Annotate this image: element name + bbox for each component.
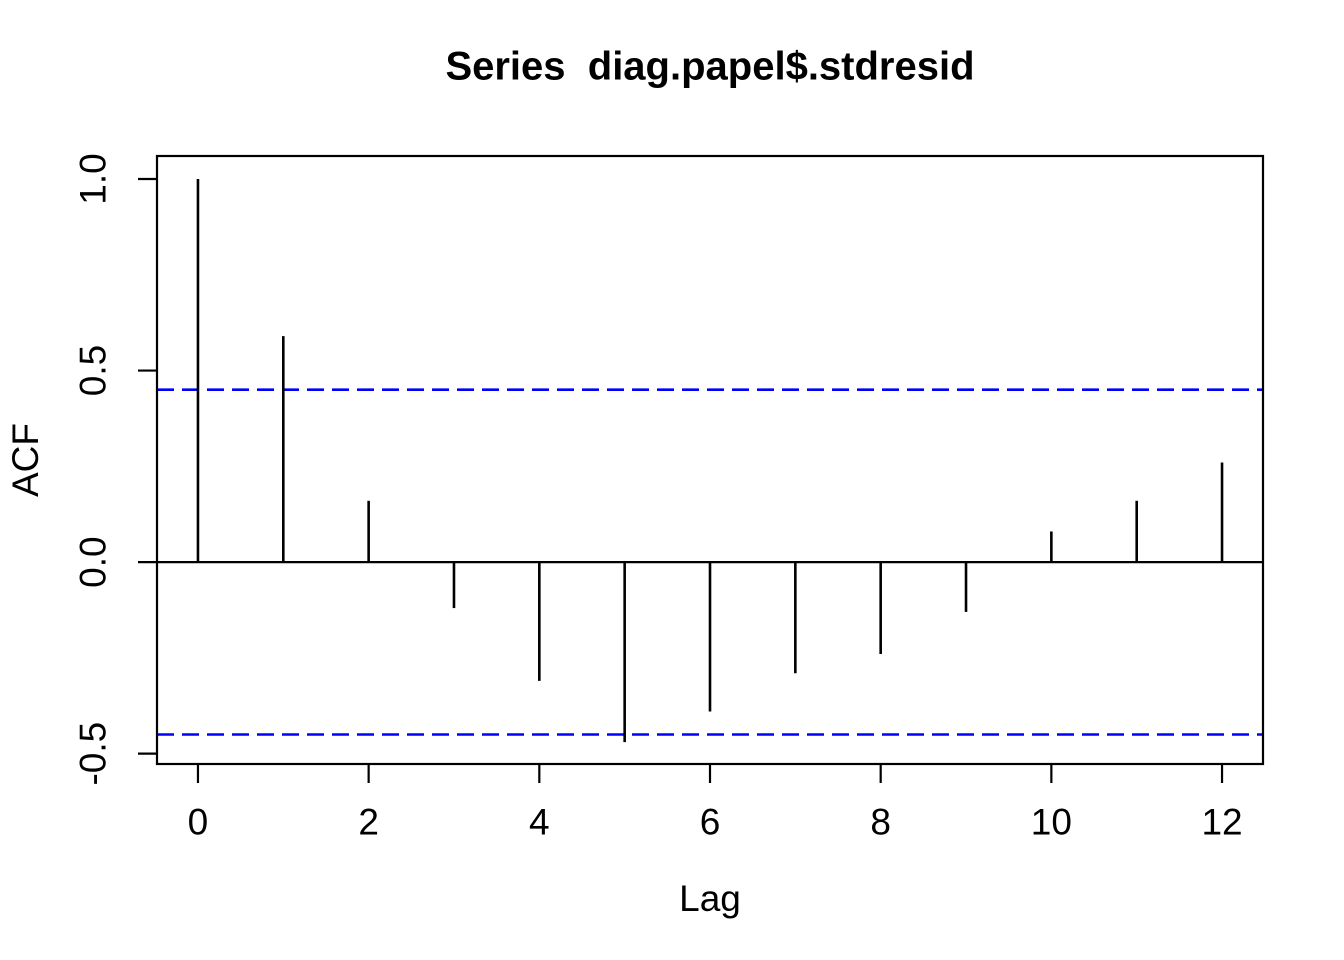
y-tick-label-1.0: 1.0 xyxy=(73,153,114,204)
x-tick-label-0: 0 xyxy=(188,802,209,843)
x-tick-label-10: 10 xyxy=(1031,802,1072,843)
chart-title: Series diag.papel$.stdresid xyxy=(445,44,975,89)
x-tick-label-6: 6 xyxy=(700,802,721,843)
x-tick-label-2: 2 xyxy=(358,802,379,843)
x-tick-label-4: 4 xyxy=(529,802,550,843)
y-tick-label-0.0: 0.0 xyxy=(73,536,114,587)
x-axis-title: Lag xyxy=(679,878,741,919)
x-tick-label-8: 8 xyxy=(870,802,891,843)
y-tick-label-0.5: 0.5 xyxy=(73,345,114,396)
y-tick-label--0.5: -0.5 xyxy=(73,722,114,786)
x-tick-label-12: 12 xyxy=(1201,802,1242,843)
